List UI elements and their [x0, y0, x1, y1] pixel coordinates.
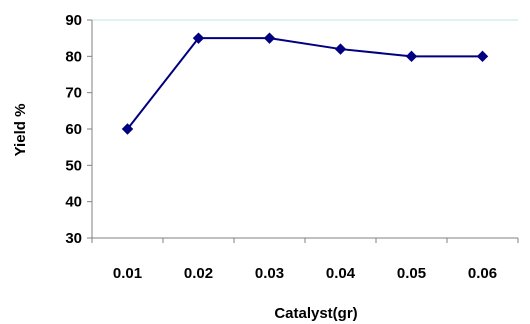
y-tick-labels: 30 40 50 60 70 80 90: [65, 12, 82, 247]
data-point-marker: [263, 32, 276, 44]
x-tick-labels: 0.01 0.02 0.03 0.04 0.05 0.06: [113, 265, 497, 282]
y-tick-label: 40: [65, 194, 82, 211]
x-tick-label: 0.01: [113, 265, 142, 282]
y-tick-label: 80: [65, 48, 82, 65]
data-point-marker: [192, 32, 205, 44]
y-tick-label: 30: [65, 230, 82, 247]
data-point-marker: [476, 50, 489, 63]
data-point-marker: [121, 123, 134, 135]
axes: [87, 19, 519, 243]
series-line: [126, 37, 483, 130]
x-tick-label: 0.04: [326, 265, 356, 282]
y-tick-label: 50: [65, 157, 82, 174]
data-point-marker: [334, 43, 347, 55]
x-tick-label: 0.02: [184, 265, 213, 282]
x-tick-label: 0.06: [468, 265, 497, 282]
x-axis-title: Catalyst(gr): [274, 305, 357, 322]
y-tick-label: 60: [65, 121, 82, 138]
y-tick-label: 90: [65, 12, 82, 29]
y-tick-label: 70: [65, 85, 82, 102]
x-tick-label: 0.03: [255, 265, 284, 282]
y-axis-title: Yield %: [12, 104, 29, 157]
data-point-marker: [405, 50, 418, 63]
x-tick-label: 0.05: [397, 265, 426, 282]
series-group: [121, 32, 489, 135]
